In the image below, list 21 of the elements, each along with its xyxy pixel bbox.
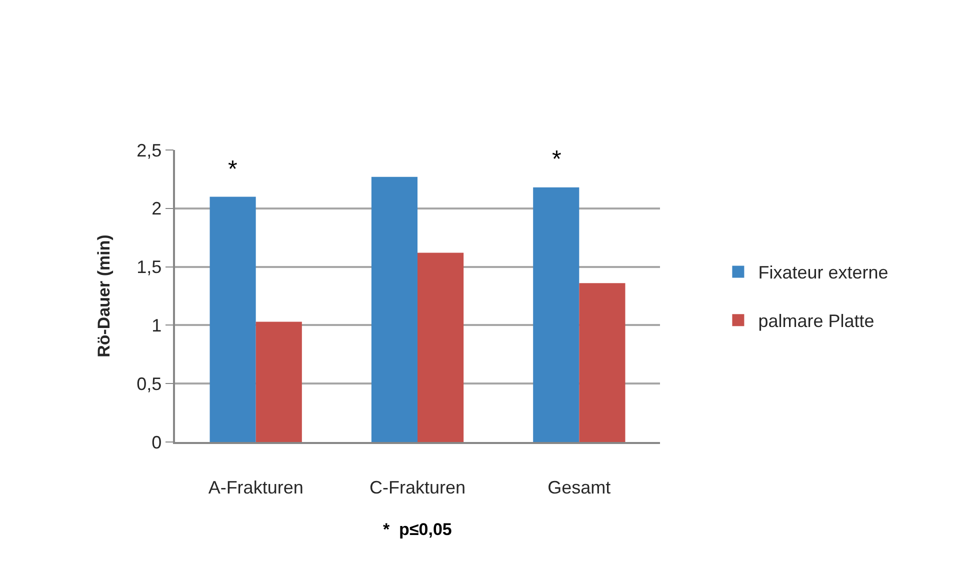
y-tick-label: 1,5 xyxy=(136,257,162,278)
bar xyxy=(533,187,580,442)
y-tick-label: 0 xyxy=(152,432,162,452)
bar xyxy=(579,283,626,442)
x-tick-label: A-Frakturen xyxy=(208,477,304,498)
text: * p≤0,05 xyxy=(383,520,452,539)
y-tick-label: 1 xyxy=(152,316,162,336)
bar xyxy=(418,252,464,442)
bar xyxy=(210,196,256,442)
annotation: * xyxy=(552,146,562,173)
annotation: * xyxy=(228,156,238,183)
y-axis-title: Rö-Dauer (min) xyxy=(94,234,114,358)
y-tick-label: 2,5 xyxy=(136,140,162,160)
legend-label: Fixateur externe xyxy=(758,262,888,283)
x-tick-label: C-Frakturen xyxy=(369,477,466,498)
bar xyxy=(256,322,302,442)
x-tick-label: Gesamt xyxy=(548,477,611,498)
bar xyxy=(371,176,418,442)
y-tick-label: 2 xyxy=(152,198,162,219)
y-tick-label: 0,5 xyxy=(136,374,162,394)
legend-label: palmare Platte xyxy=(758,311,874,332)
